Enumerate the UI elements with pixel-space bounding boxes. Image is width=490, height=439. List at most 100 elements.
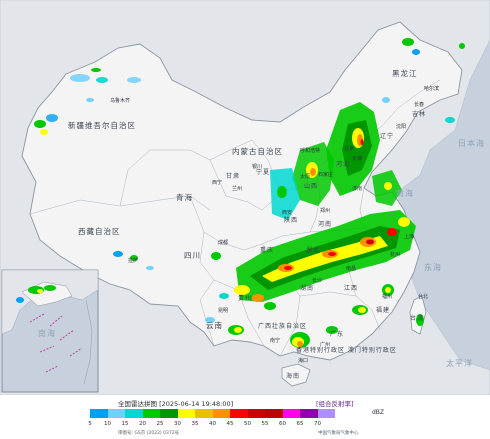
scale-tick-label: 40 bbox=[209, 421, 216, 427]
scale-swatch bbox=[160, 409, 178, 418]
city-yinchuan: 银川 bbox=[252, 163, 262, 170]
label-xizang: 西藏自治区 bbox=[78, 226, 121, 236]
label-chongqing: 重庆 bbox=[260, 246, 274, 254]
city-harbin: 哈尔滨 bbox=[424, 85, 439, 92]
label-hongkong-macao: 香港特别行政区 澳门特别行政区 bbox=[296, 346, 397, 354]
label-guangdong: 广东 bbox=[330, 330, 344, 338]
label-shanxi: 山西 bbox=[304, 182, 318, 190]
city-nanchang: 南昌 bbox=[346, 265, 356, 272]
city-nanning: 南宁 bbox=[270, 337, 280, 344]
scale-swatch bbox=[282, 409, 300, 418]
echo-central-belt bbox=[234, 210, 416, 302]
label-hunan: 湖南 bbox=[300, 284, 314, 292]
label-fujian: 福建 bbox=[376, 306, 390, 314]
label-guangxi: 广西壮族自治区 bbox=[258, 322, 307, 330]
echo-xinjiang bbox=[34, 68, 141, 135]
city-changchun: 长春 bbox=[414, 101, 424, 108]
label-henan: 河南 bbox=[318, 220, 332, 228]
scale-swatch bbox=[90, 409, 108, 418]
scale-tick-label: 35 bbox=[191, 421, 199, 427]
scale-tick-label: 70 bbox=[314, 421, 321, 427]
label-ningxia: 宁夏 bbox=[256, 168, 270, 176]
label-jiangxi: 江西 bbox=[344, 285, 358, 292]
city-shijiazhuang: 石家庄 bbox=[318, 171, 333, 178]
map-approval-number: 审图号: GS京 (2022) 0372号 bbox=[118, 431, 180, 436]
label-qinghai: 青海 bbox=[176, 192, 193, 202]
scale-tick-label: 20 bbox=[139, 421, 146, 427]
label-yunnan: 云南 bbox=[206, 320, 223, 330]
echo-south-china bbox=[205, 284, 424, 348]
label-xinjiang: 新疆维吾尔自治区 bbox=[68, 120, 136, 130]
reflectivity-color-scale bbox=[90, 409, 335, 418]
scale-swatch bbox=[300, 409, 318, 418]
scale-swatch bbox=[212, 409, 230, 418]
city-beijing: 北京 bbox=[344, 145, 354, 152]
sea-pacific: 太平洋 bbox=[446, 358, 473, 368]
sea-japan-sea: 日本海 bbox=[458, 138, 485, 148]
label-guizhou: 贵州 bbox=[238, 294, 252, 302]
city-xining: 西宁 bbox=[212, 179, 222, 186]
label-jilin: 吉林 bbox=[412, 110, 426, 118]
city-taibei: 台北 bbox=[418, 293, 428, 300]
city-xian: 西安 bbox=[282, 209, 292, 216]
city-labels: 乌鲁木齐 哈尔滨 长春 沈阳 呼和浩特 北京 天津 石家庄 太原 济南 银川 兰… bbox=[110, 85, 439, 364]
scale-swatch bbox=[195, 409, 213, 418]
scale-tick-label: 5 bbox=[88, 421, 92, 427]
label-liaoning: 辽宁 bbox=[380, 132, 394, 140]
city-chengdu: 成都 bbox=[218, 239, 228, 246]
city-kunming: 昆明 bbox=[218, 308, 228, 314]
scale-tick-label: 10 bbox=[104, 421, 111, 427]
scale-swatch bbox=[265, 409, 283, 418]
product-name: [组合反射率] bbox=[316, 400, 354, 408]
scale-swatch bbox=[317, 409, 335, 418]
region-labels: 新疆维吾尔自治区 西藏自治区 青海 内蒙古自治区 甘肃 宁夏 陕西 山西 河北 … bbox=[68, 68, 426, 380]
scale-tick-label: 30 bbox=[174, 421, 181, 427]
scale-swatch bbox=[125, 409, 143, 418]
hainan-island bbox=[281, 363, 311, 387]
label-hubei: 湖北 bbox=[306, 246, 320, 254]
data-source: 中国气象局气象中心 bbox=[318, 431, 359, 436]
sea-south-china-sea: 南海 bbox=[38, 328, 56, 338]
scale-ticks: 5 10 15 20 25 30 35 40 45 50 55 60 65 70 bbox=[84, 421, 384, 429]
city-zhengzhou: 郑州 bbox=[320, 207, 330, 214]
scale-swatch bbox=[177, 409, 195, 418]
city-shanghai: 上海 bbox=[404, 233, 414, 240]
label-shaanxi: 陕西 bbox=[284, 216, 298, 224]
label-hainan: 海南 bbox=[286, 372, 300, 380]
scale-swatch bbox=[142, 409, 160, 418]
legend-footer: 全国雷达拼图 [2025-06-14 19:48:00] [组合反射率] dBZ… bbox=[0, 395, 490, 439]
city-urumqi: 乌鲁木齐 bbox=[110, 97, 130, 104]
sea-yellow-sea: 黄海 bbox=[396, 188, 414, 198]
echo-northeast bbox=[382, 38, 465, 123]
label-neimenggu: 内蒙古自治区 bbox=[232, 146, 283, 156]
city-shenyang: 沈阳 bbox=[396, 123, 406, 130]
map-title: 全国雷达拼图 [2025-06-14 19:48:00] bbox=[118, 400, 234, 408]
city-huhehaote: 呼和浩特 bbox=[300, 147, 320, 154]
label-hebei: 河北 bbox=[336, 160, 350, 168]
scale-tick-label: 25 bbox=[156, 421, 164, 427]
sea-labels: 太平洋 东海 黄海 日本海 bbox=[396, 138, 485, 368]
scale-swatch bbox=[107, 409, 125, 418]
scale-tick-label: 50 bbox=[244, 421, 251, 427]
label-gansu: 甘肃 bbox=[226, 172, 240, 180]
label-heilongjiang: 黑龙江 bbox=[392, 68, 418, 78]
city-fuzhou: 福州 bbox=[382, 293, 392, 300]
echo-southwest bbox=[113, 251, 229, 299]
scale-tick-label: 45 bbox=[226, 421, 234, 427]
scale-tick-label: 55 bbox=[261, 421, 269, 427]
label-sichuan: 四川 bbox=[184, 251, 201, 260]
scale-tick-label: 65 bbox=[296, 421, 304, 427]
city-lanzhou: 兰州 bbox=[232, 185, 242, 192]
city-haikou: 海口 bbox=[298, 357, 308, 364]
scale-swatch bbox=[230, 409, 248, 418]
city-taiyuan: 太原 bbox=[300, 173, 310, 180]
scale-swatch bbox=[247, 409, 265, 418]
city-hangzhou: 杭州 bbox=[390, 251, 400, 258]
scale-unit: dBZ bbox=[372, 409, 385, 416]
city-guangzhou: 广州 bbox=[320, 341, 330, 348]
city-tianjin: 天津 bbox=[352, 155, 362, 162]
city-jinan: 济南 bbox=[352, 185, 362, 192]
city-changsha: 长沙 bbox=[312, 277, 322, 284]
map-canvas[interactable]: 新疆维吾尔自治区 西藏自治区 青海 内蒙古自治区 甘肃 宁夏 陕西 山西 河北 … bbox=[0, 0, 490, 395]
